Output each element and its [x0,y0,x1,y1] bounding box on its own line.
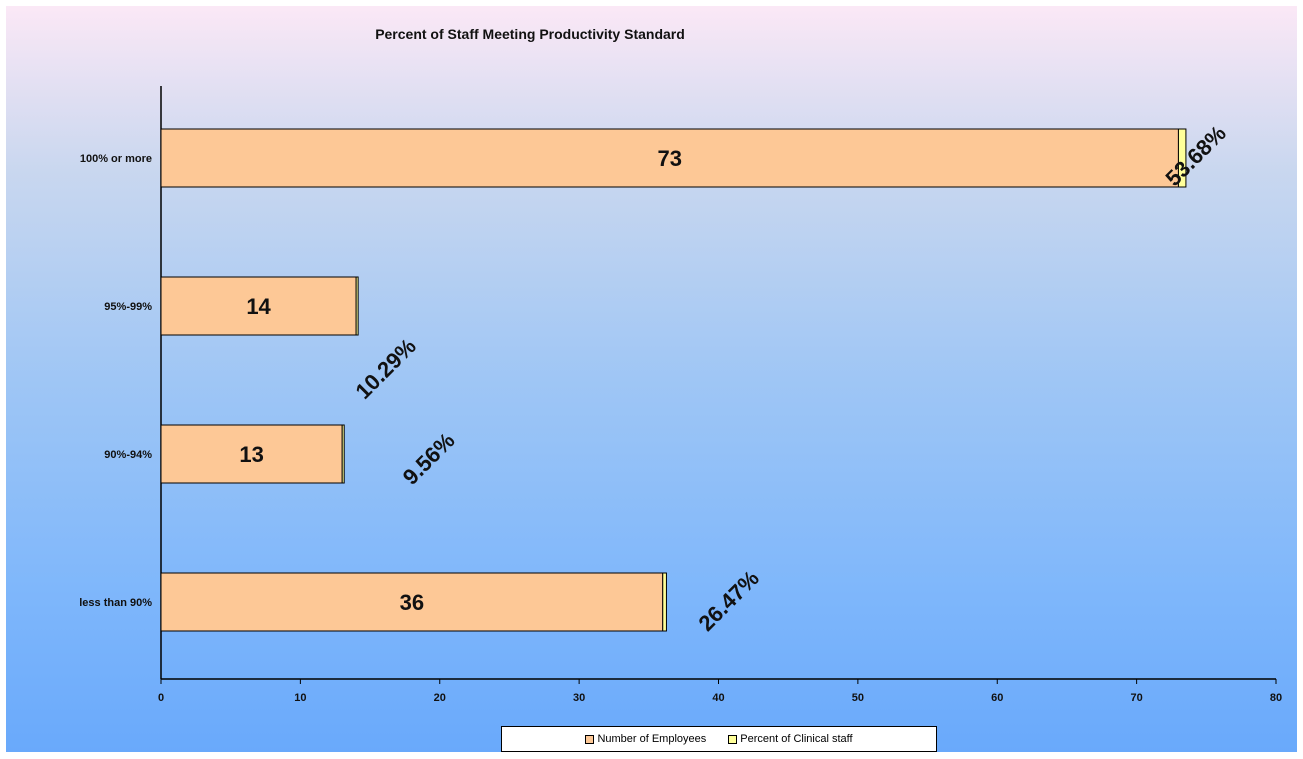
legend-item-percent: Percent of Clinical staff [728,733,853,745]
bars-layer [160,128,1187,632]
bar-employees-95-99 [160,276,357,336]
percent-label-less-than-90: 26.47% [693,565,763,635]
legend-label-employees: Number of Employees [597,733,707,745]
legend-swatch-employees [585,734,595,744]
bar-chart: Percent of Staff Meeting Productivity St… [79,26,1282,704]
bar-value-label-90-94: 13 [239,442,263,467]
labels-layer: 100% or more 73 53.68%95%-99% 1410.29%90%-9… [79,120,1231,635]
bar-percent-100-or-more [1177,128,1187,188]
x-tick-label-50: 50 [852,692,864,704]
legend-swatch-percent [728,734,738,744]
percent-label-95-99: 10.29% [350,333,420,403]
x-tick-label-0: 0 [158,692,164,704]
x-tick-label-40: 40 [712,692,724,704]
x-tick-label-10: 10 [294,692,306,704]
bar-employees-90-94 [160,424,343,484]
category-label-90-94: 90%-94% [104,449,152,461]
chart-area: Percent of Staff Meeting Productivity St… [6,6,1297,752]
x-tick-label-30: 30 [573,692,585,704]
bar-percent-95-99 [355,276,359,336]
category-label-95-99: 95%-99% [104,301,152,313]
legend-label-percent: Percent of Clinical staff [740,733,853,745]
bar-value-label-100-or-more: 73 [657,146,681,171]
x-ticks-layer: 0 10 20 30 40 50 60 70 80 [158,679,1282,704]
legend: Number of Employees Percent of Clinical … [501,726,937,752]
x-tick-label-70: 70 [1131,692,1143,704]
x-tick-label-60: 60 [991,692,1003,704]
bar-value-label-95-99: 14 [246,294,271,319]
bar-employees-100-or-more [160,128,1179,188]
category-label-100-or-more: 100% or more [80,153,152,165]
bar-employees-less-than-90 [160,572,664,632]
bar-percent-90-94 [341,424,345,484]
percent-label-90-94: 9.56% [398,428,460,490]
category-label-less-than-90: less than 90% [79,597,152,609]
chart-title: Percent of Staff Meeting Productivity St… [375,26,685,42]
bar-value-label-less-than-90: 36 [400,590,424,615]
bar-percent-less-than-90 [662,572,667,632]
x-tick-label-80: 80 [1270,692,1282,704]
legend-item-employees: Number of Employees [585,733,706,745]
x-tick-label-20: 20 [434,692,446,704]
